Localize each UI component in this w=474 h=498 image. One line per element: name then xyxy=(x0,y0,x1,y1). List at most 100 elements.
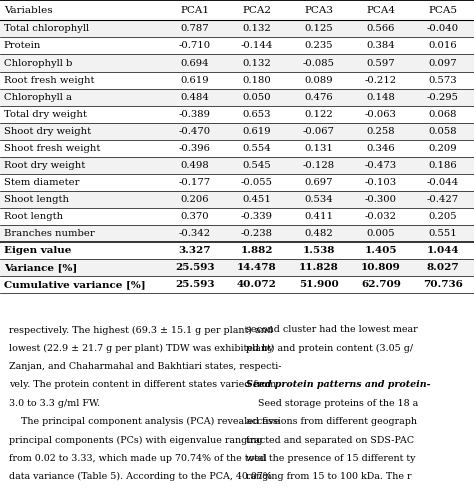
Text: accessions from different geograph: accessions from different geograph xyxy=(246,417,418,426)
Text: 0.148: 0.148 xyxy=(366,93,395,102)
Text: -0.032: -0.032 xyxy=(365,212,397,221)
Text: 0.482: 0.482 xyxy=(304,229,333,238)
Text: second cluster had the lowest mear: second cluster had the lowest mear xyxy=(246,326,418,335)
Text: Stem diameter: Stem diameter xyxy=(4,178,79,187)
Text: 51.900: 51.900 xyxy=(299,280,338,289)
Text: 8.027: 8.027 xyxy=(427,263,459,272)
Bar xyxy=(0,225,474,242)
Text: 0.131: 0.131 xyxy=(304,143,333,153)
Text: 0.619: 0.619 xyxy=(180,76,209,85)
Text: -0.044: -0.044 xyxy=(427,178,459,187)
Text: 0.484: 0.484 xyxy=(180,93,209,102)
Text: 1.405: 1.405 xyxy=(365,246,397,255)
Text: ranging from 15 to 100 kDa. The r: ranging from 15 to 100 kDa. The r xyxy=(246,472,412,481)
Bar xyxy=(0,89,474,106)
Text: Seed storage proteins of the 18 a: Seed storage proteins of the 18 a xyxy=(246,399,419,408)
Text: -0.144: -0.144 xyxy=(240,41,273,50)
Text: 0.089: 0.089 xyxy=(304,76,333,85)
Text: 11.828: 11.828 xyxy=(299,263,338,272)
Bar xyxy=(0,191,474,208)
Text: 0.787: 0.787 xyxy=(180,24,209,33)
Text: Total dry weight: Total dry weight xyxy=(4,110,87,119)
Text: 0.132: 0.132 xyxy=(242,24,271,33)
Text: 0.186: 0.186 xyxy=(428,161,457,170)
Text: -0.396: -0.396 xyxy=(179,143,210,153)
Text: Root dry weight: Root dry weight xyxy=(4,161,85,170)
Bar xyxy=(0,259,474,276)
Text: PCA3: PCA3 xyxy=(304,5,333,15)
Text: 25.593: 25.593 xyxy=(175,263,214,272)
Text: 10.809: 10.809 xyxy=(361,263,401,272)
Text: 0.180: 0.180 xyxy=(242,76,271,85)
Text: vely. The protein content in different states varied from: vely. The protein content in different s… xyxy=(9,380,277,389)
Text: 0.258: 0.258 xyxy=(366,126,395,135)
Text: Root length: Root length xyxy=(4,212,63,221)
Text: 0.209: 0.209 xyxy=(428,143,457,153)
Text: 0.411: 0.411 xyxy=(304,212,333,221)
Bar xyxy=(0,20,474,37)
Text: 25.593: 25.593 xyxy=(175,280,214,289)
Text: Variables: Variables xyxy=(4,5,53,15)
Text: Chlorophyll b: Chlorophyll b xyxy=(4,58,72,68)
Text: 0.370: 0.370 xyxy=(180,212,209,221)
Text: respectively. The highest (69.3 ± 15.1 g per plant) and: respectively. The highest (69.3 ± 15.1 g… xyxy=(9,326,273,335)
Text: Shoot length: Shoot length xyxy=(4,195,69,204)
Text: 1.044: 1.044 xyxy=(427,246,459,255)
Text: Seed protein patterns and protein-: Seed protein patterns and protein- xyxy=(246,380,431,389)
Text: -0.339: -0.339 xyxy=(241,212,273,221)
Text: -0.710: -0.710 xyxy=(179,41,210,50)
Text: 0.697: 0.697 xyxy=(304,178,333,187)
Text: plant) and protein content (3.05 g/: plant) and protein content (3.05 g/ xyxy=(246,344,414,353)
Text: 40.072: 40.072 xyxy=(237,280,277,289)
Text: 0.132: 0.132 xyxy=(242,58,271,68)
Text: -0.040: -0.040 xyxy=(427,24,459,33)
Text: 0.122: 0.122 xyxy=(304,110,333,119)
Text: 0.597: 0.597 xyxy=(366,58,395,68)
Text: 1.538: 1.538 xyxy=(302,246,335,255)
Text: Total chlorophyll: Total chlorophyll xyxy=(4,24,89,33)
Text: 3.327: 3.327 xyxy=(178,246,211,255)
Text: -0.212: -0.212 xyxy=(365,76,397,85)
Text: 0.694: 0.694 xyxy=(180,58,209,68)
Text: PCA1: PCA1 xyxy=(180,5,209,15)
Text: Cumulative variance [%]: Cumulative variance [%] xyxy=(4,280,146,289)
Text: 0.545: 0.545 xyxy=(242,161,271,170)
Text: 0.534: 0.534 xyxy=(304,195,333,204)
Text: 3.0 to 3.3 g/ml FW.: 3.0 to 3.3 g/ml FW. xyxy=(9,399,100,408)
Text: -0.389: -0.389 xyxy=(179,110,210,119)
Text: 0.573: 0.573 xyxy=(428,76,457,85)
Text: 0.125: 0.125 xyxy=(304,24,333,33)
Text: Zanjan, and Chaharmahal and Bakhtiari states, respecti-: Zanjan, and Chaharmahal and Bakhtiari st… xyxy=(9,362,282,371)
Text: 0.451: 0.451 xyxy=(242,195,271,204)
Text: Shoot dry weight: Shoot dry weight xyxy=(4,126,91,135)
Text: 0.235: 0.235 xyxy=(304,41,333,50)
Text: Shoot fresh weight: Shoot fresh weight xyxy=(4,143,100,153)
Text: 0.554: 0.554 xyxy=(242,143,271,153)
Text: -0.342: -0.342 xyxy=(179,229,210,238)
Text: 1.882: 1.882 xyxy=(240,246,273,255)
Text: -0.085: -0.085 xyxy=(303,58,335,68)
Text: -0.427: -0.427 xyxy=(427,195,459,204)
Text: -0.177: -0.177 xyxy=(179,178,210,187)
Text: 0.619: 0.619 xyxy=(242,126,271,135)
Bar xyxy=(0,123,474,139)
Text: 0.050: 0.050 xyxy=(242,93,271,102)
Text: 0.566: 0.566 xyxy=(367,24,395,33)
Text: PCA4: PCA4 xyxy=(366,5,395,15)
Text: 0.551: 0.551 xyxy=(428,229,457,238)
Text: Branches number: Branches number xyxy=(4,229,94,238)
Text: 0.498: 0.498 xyxy=(180,161,209,170)
Text: 62.709: 62.709 xyxy=(361,280,401,289)
Text: -0.238: -0.238 xyxy=(241,229,273,238)
Text: -0.055: -0.055 xyxy=(241,178,273,187)
Text: 0.005: 0.005 xyxy=(366,229,395,238)
Text: Root fresh weight: Root fresh weight xyxy=(4,76,94,85)
Text: 0.016: 0.016 xyxy=(428,41,457,50)
Text: wed the presence of 15 different ty: wed the presence of 15 different ty xyxy=(246,454,416,463)
Bar xyxy=(0,157,474,174)
Text: PCA5: PCA5 xyxy=(428,5,457,15)
Text: -0.295: -0.295 xyxy=(427,93,459,102)
Text: 0.346: 0.346 xyxy=(366,143,395,153)
Text: Chlorophyll a: Chlorophyll a xyxy=(4,93,72,102)
Text: 0.476: 0.476 xyxy=(304,93,333,102)
